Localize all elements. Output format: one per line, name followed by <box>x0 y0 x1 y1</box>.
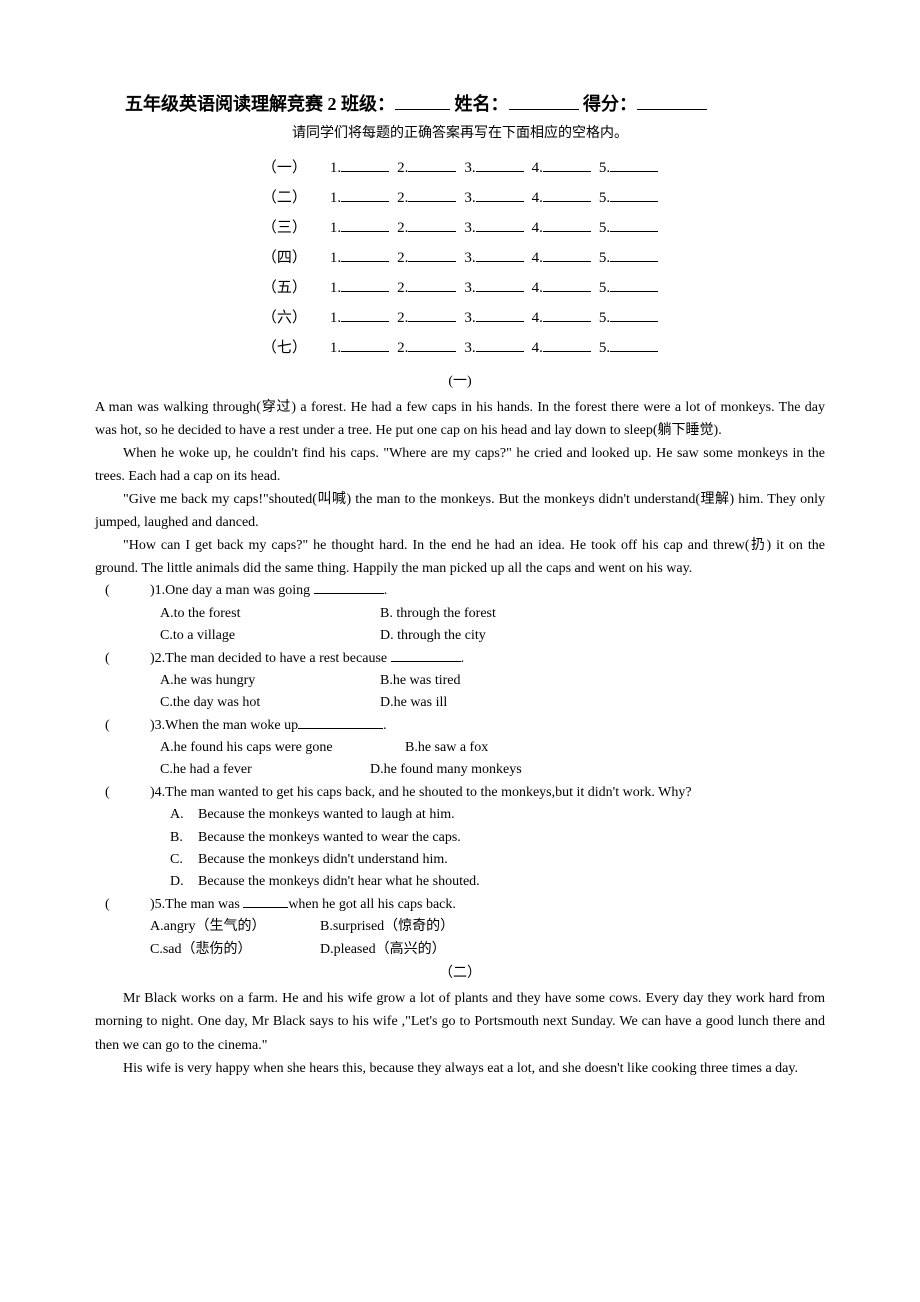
score-blank[interactable] <box>637 109 707 110</box>
section-1-number: (一) <box>95 371 825 393</box>
q3-options: A.he found his caps were goneB.he saw a … <box>160 737 825 782</box>
question-4: ()4.The man wanted to get his caps back,… <box>105 782 825 804</box>
answer-row: （五）1. 2. 3. 4. 5. <box>262 273 658 303</box>
q2-options: A.he was hungryB.he was tired C.the day … <box>160 670 825 715</box>
name-blank[interactable] <box>509 109 579 110</box>
passage-2: Mr Black works on a farm. He and his wif… <box>95 987 825 1079</box>
answer-grid: （一）1. 2. 3. 4. 5. （二）1. 2. 3. 4. 5. （三）1… <box>262 153 658 363</box>
answer-row: （六）1. 2. 3. 4. 5. <box>262 303 658 333</box>
class-blank[interactable] <box>395 109 450 110</box>
question-3: ()3.When the man woke up. <box>105 715 825 737</box>
answer-row: （七）1. 2. 3. 4. 5. <box>262 333 658 363</box>
title-name-label: 姓名： <box>455 94 509 114</box>
answer-row: （一）1. 2. 3. 4. 5. <box>262 153 658 183</box>
q4-options: A.Because the monkeys wanted to laugh at… <box>170 804 825 894</box>
title-score-label: 得分： <box>583 94 637 114</box>
question-2: ()2.The man decided to have a rest becau… <box>105 648 825 670</box>
answer-paren[interactable]: ( <box>105 580 150 602</box>
q1-options: A.to the forestB. through the forest C.t… <box>160 603 825 648</box>
passage-1-p4: "How can I get back my caps?" he thought… <box>95 534 825 580</box>
instruction-text: 请同学们将每题的正确答案再写在下面相应的空格内。 <box>95 123 825 145</box>
q5-stem-post: when he got all his caps back. <box>288 897 456 912</box>
passage-1-p1: A man was walking through(穿过) a forest. … <box>95 396 825 442</box>
question-5: ()5.The man was when he got all his caps… <box>105 894 825 916</box>
q1-stem: )1.One day a man was going <box>150 583 314 598</box>
passage-2-p2: His wife is very happy when she hears th… <box>95 1057 825 1080</box>
answer-paren[interactable]: ( <box>105 894 150 916</box>
q5-options: A.angry（生气的）B.surprised（惊奇的） C.sad（悲伤的）D… <box>150 916 825 961</box>
q5-stem-pre: )5.The man was <box>150 897 243 912</box>
passage-1-p2: When he woke up, he couldn't find his ca… <box>95 442 825 488</box>
answer-row: （四）1. 2. 3. 4. 5. <box>262 243 658 273</box>
question-1: ()1.One day a man was going . <box>105 580 825 602</box>
worksheet-title: 五年级英语阅读理解竞赛 2 班级： 姓名： 得分： <box>125 90 825 119</box>
q4-stem: )4.The man wanted to get his caps back, … <box>150 785 692 800</box>
passage-1-p3: "Give me back my caps!"shouted(叫喊) the m… <box>95 488 825 534</box>
answer-paren[interactable]: ( <box>105 715 150 737</box>
q2-stem: )2.The man decided to have a rest becaus… <box>150 651 391 666</box>
title-class-label: 班级： <box>341 94 395 114</box>
answer-paren[interactable]: ( <box>105 782 150 804</box>
passage-2-p1: Mr Black works on a farm. He and his wif… <box>95 987 825 1056</box>
title-main: 五年级英语阅读理解竞赛 2 <box>125 94 337 114</box>
passage-1: A man was walking through(穿过) a forest. … <box>95 396 825 581</box>
answer-row: （二）1. 2. 3. 4. 5. <box>262 183 658 213</box>
q3-stem: )3.When the man woke up <box>150 718 298 733</box>
answer-paren[interactable]: ( <box>105 648 150 670</box>
answer-row: （三）1. 2. 3. 4. 5. <box>262 213 658 243</box>
section-2-number: （二） <box>95 963 825 985</box>
